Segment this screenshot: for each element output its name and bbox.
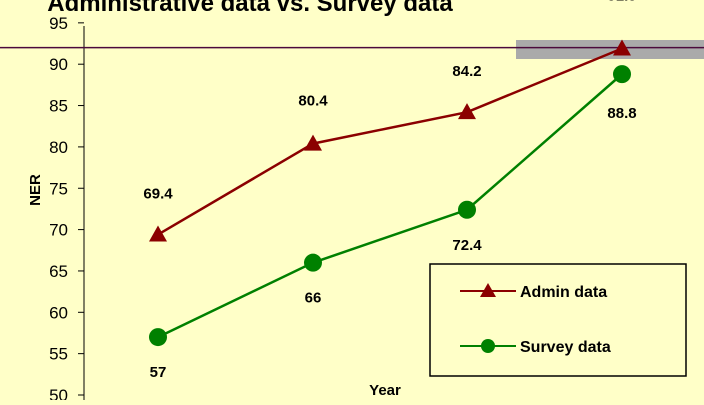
- survey-data-point: [613, 65, 631, 84]
- y-tick-label: 65: [49, 262, 68, 281]
- legend: Admin data Survey data: [429, 263, 687, 377]
- y-tick-label: 50: [49, 386, 68, 400]
- x-axis-label: Year: [369, 382, 401, 399]
- legend-marker-survey: [481, 339, 495, 353]
- series-line-admin: [157, 47, 623, 236]
- series-line-survey: [157, 73, 623, 339]
- data-label: 72.4: [452, 237, 482, 254]
- data-label: 69.4: [143, 186, 173, 203]
- y-tick-label: 80: [49, 138, 68, 157]
- y-tick-label: 55: [49, 345, 68, 364]
- y-tick-label: 90: [49, 55, 68, 74]
- data-label: 57: [150, 364, 167, 381]
- y-axis-label: NER: [27, 174, 44, 206]
- data-label: 66: [305, 290, 322, 307]
- admin-data-point: [149, 225, 167, 242]
- admin-data-point: [304, 134, 322, 151]
- survey-data-point: [304, 253, 322, 272]
- y-tick-label: 85: [49, 97, 68, 116]
- series-layer: 69.4 80.4 84.2 91.9 57 66 72.4 88.8: [143, 0, 636, 381]
- legend-label-admin: Admin data: [520, 284, 607, 301]
- survey-data-point: [458, 200, 476, 219]
- y-tick-label: 60: [49, 303, 68, 322]
- admin-data-point: [458, 103, 476, 120]
- admin-data-point: [613, 39, 631, 56]
- data-label: 84.2: [452, 63, 481, 80]
- survey-data-point: [149, 328, 167, 347]
- legend-label-survey: Survey data: [520, 339, 611, 356]
- y-tick-label: 70: [49, 221, 68, 240]
- y-tick-label: 95: [49, 14, 68, 33]
- data-label: 91.9: [607, 0, 636, 4]
- y-tick-label: 75: [49, 179, 68, 198]
- legend-marker-admin: [480, 283, 496, 297]
- data-label: 80.4: [298, 93, 328, 110]
- chart-title: Administrative data vs. Survey data: [47, 0, 453, 17]
- reference-highlight-box: [516, 40, 704, 59]
- data-label: 88.8: [607, 105, 636, 122]
- y-axis-ticks: 50 55 60 65 70 75 80 85 90 95: [49, 14, 84, 405]
- legend-box: [429, 263, 687, 377]
